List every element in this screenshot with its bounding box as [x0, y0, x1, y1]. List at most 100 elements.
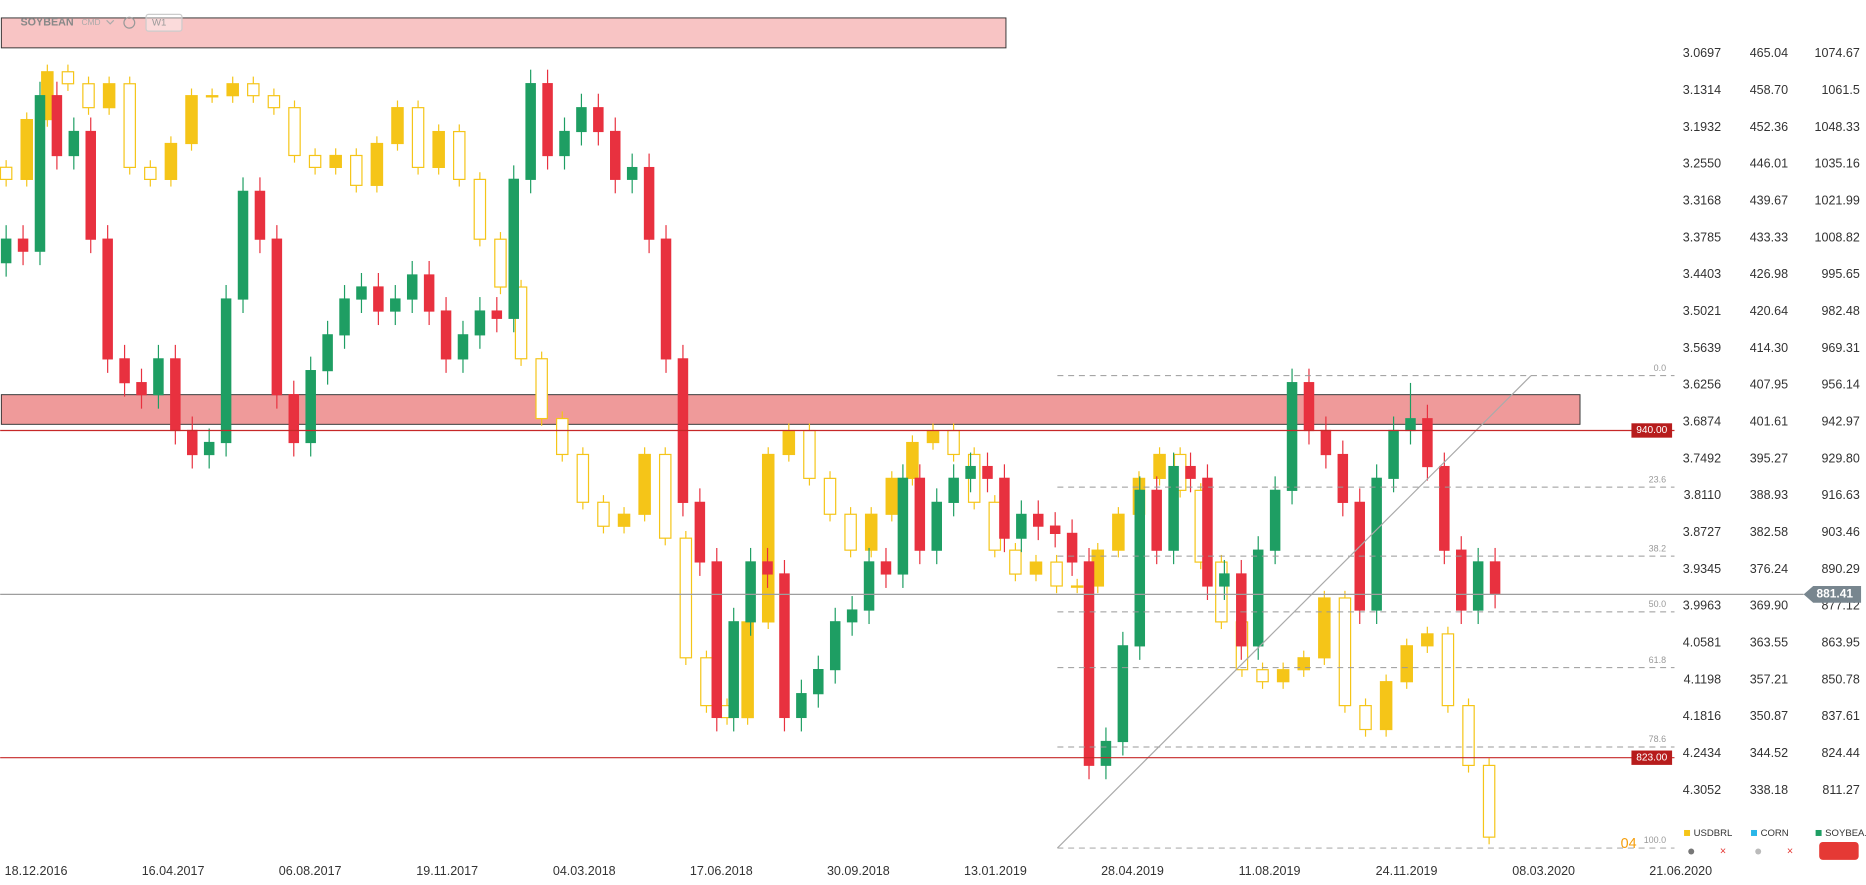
y-tick-label: 3.6874	[1683, 414, 1721, 428]
candle-body	[440, 310, 452, 360]
candle-body	[220, 298, 232, 444]
y-tick-label: 401.61	[1750, 414, 1788, 428]
x-tick-label: 30.09.2018	[827, 864, 890, 878]
candle-body	[1371, 477, 1382, 611]
timeframe[interactable]: W1	[152, 17, 166, 28]
candle-body	[170, 358, 181, 432]
y-tick-label: 465.04	[1750, 46, 1788, 60]
legend-swatch	[1751, 829, 1758, 836]
y-tick-label: 4.1198	[1684, 672, 1721, 686]
candle-body	[576, 107, 587, 133]
y-tick-label: 458.70	[1750, 83, 1788, 97]
fib-label: 50.0	[1649, 599, 1666, 609]
x-tick-label: 08.03.2020	[1512, 864, 1575, 878]
candle-body	[267, 95, 281, 109]
y-tick-label: 811.27	[1822, 783, 1859, 797]
y-tick-label: 1061.5	[1821, 83, 1859, 97]
close-icon[interactable]: ×	[1787, 845, 1793, 857]
candle-body	[1256, 669, 1269, 683]
dropdown-icon[interactable]	[106, 19, 115, 25]
candle-body	[102, 238, 113, 360]
candle-body	[119, 358, 130, 384]
active-series-button[interactable]	[1819, 841, 1859, 860]
candle-body	[164, 142, 178, 180]
fib-label: 0.0	[1654, 363, 1666, 373]
y-tick-label: 4.3052	[1683, 783, 1721, 797]
candle-body	[885, 477, 899, 515]
y-tick-label: 3.4403	[1683, 267, 1721, 281]
candle-body	[1286, 382, 1298, 491]
x-tick-label: 18.12.2016	[5, 864, 68, 878]
y-tick-label: 4.1816	[1683, 709, 1721, 723]
candle-body	[1439, 465, 1450, 551]
legend-label: USDBRL	[1694, 828, 1733, 839]
candle-body	[1303, 382, 1315, 432]
y-tick-label: 850.78	[1821, 672, 1859, 686]
candle-body	[1009, 549, 1022, 575]
candle-body	[185, 95, 198, 145]
candle-body	[1405, 418, 1416, 432]
y-tick-label: 3.7492	[1683, 451, 1721, 465]
candle-body	[829, 621, 841, 671]
candle-body	[626, 166, 638, 180]
candle-body	[660, 238, 672, 360]
candle-body	[728, 621, 739, 719]
candle-body	[1462, 705, 1475, 767]
candle-body	[700, 657, 713, 707]
candle-body	[1016, 513, 1027, 539]
x-tick-label: 06.08.2017	[279, 864, 342, 878]
candle-body	[390, 298, 401, 312]
candle-body	[593, 107, 604, 133]
y-tick-label: 995.65	[1821, 267, 1859, 281]
y-tick-label: 433.33	[1750, 230, 1788, 244]
symbol: SOYBEAN	[20, 17, 73, 29]
candle-body	[144, 166, 157, 180]
y-tick-label: 388.93	[1750, 488, 1788, 502]
x-tick-label: 17.06.2018	[690, 864, 753, 878]
y-tick-label: 4.0581	[1683, 635, 1721, 649]
candle-body	[1153, 453, 1166, 479]
legend-label: CORN	[1761, 828, 1789, 839]
candle-body	[1269, 489, 1281, 551]
candle-body	[617, 513, 631, 527]
candle-body	[322, 334, 333, 372]
info-icon[interactable]	[123, 16, 136, 29]
candle-body	[999, 477, 1010, 539]
candle-body	[711, 561, 723, 719]
y-tick-label: 903.46	[1821, 525, 1859, 539]
candle-body	[0, 166, 13, 180]
candle-body	[1482, 764, 1496, 838]
candle-body	[370, 142, 384, 186]
candle-body	[288, 394, 300, 444]
close-icon[interactable]: ×	[1720, 845, 1726, 857]
candle-body	[638, 453, 651, 515]
candle-body	[643, 166, 655, 240]
y-tick-label: 3.9345	[1683, 562, 1721, 576]
candle-body	[844, 513, 857, 551]
candle-body	[782, 429, 796, 456]
candle-body	[1100, 740, 1112, 766]
candle-body	[679, 537, 693, 659]
candle-body	[1421, 633, 1434, 647]
candle-body	[432, 130, 445, 169]
candle-body	[356, 286, 367, 300]
y-tick-label: 916.63	[1821, 488, 1859, 502]
eye-icon[interactable]	[1755, 848, 1762, 855]
y-tick-label: 3.3168	[1683, 193, 1721, 207]
candle-body	[813, 669, 824, 695]
candle-body	[535, 358, 548, 420]
y-tick-label: 929.80	[1821, 451, 1859, 465]
candle-body	[576, 453, 590, 503]
candle-body	[1070, 585, 1084, 588]
x-tick-label: 11.08.2019	[1239, 864, 1301, 878]
soybean-candles	[0, 69, 1501, 780]
candle-body	[457, 334, 469, 360]
y-tick-label: 439.67	[1750, 193, 1788, 207]
y-tick-label: 3.1314	[1683, 83, 1721, 97]
eye-icon[interactable]	[1688, 848, 1695, 855]
timeframe-box[interactable]	[145, 13, 183, 32]
level-label-box	[1631, 423, 1673, 438]
y-tick-label: 446.01	[1750, 157, 1788, 171]
candle-body	[1134, 489, 1146, 647]
